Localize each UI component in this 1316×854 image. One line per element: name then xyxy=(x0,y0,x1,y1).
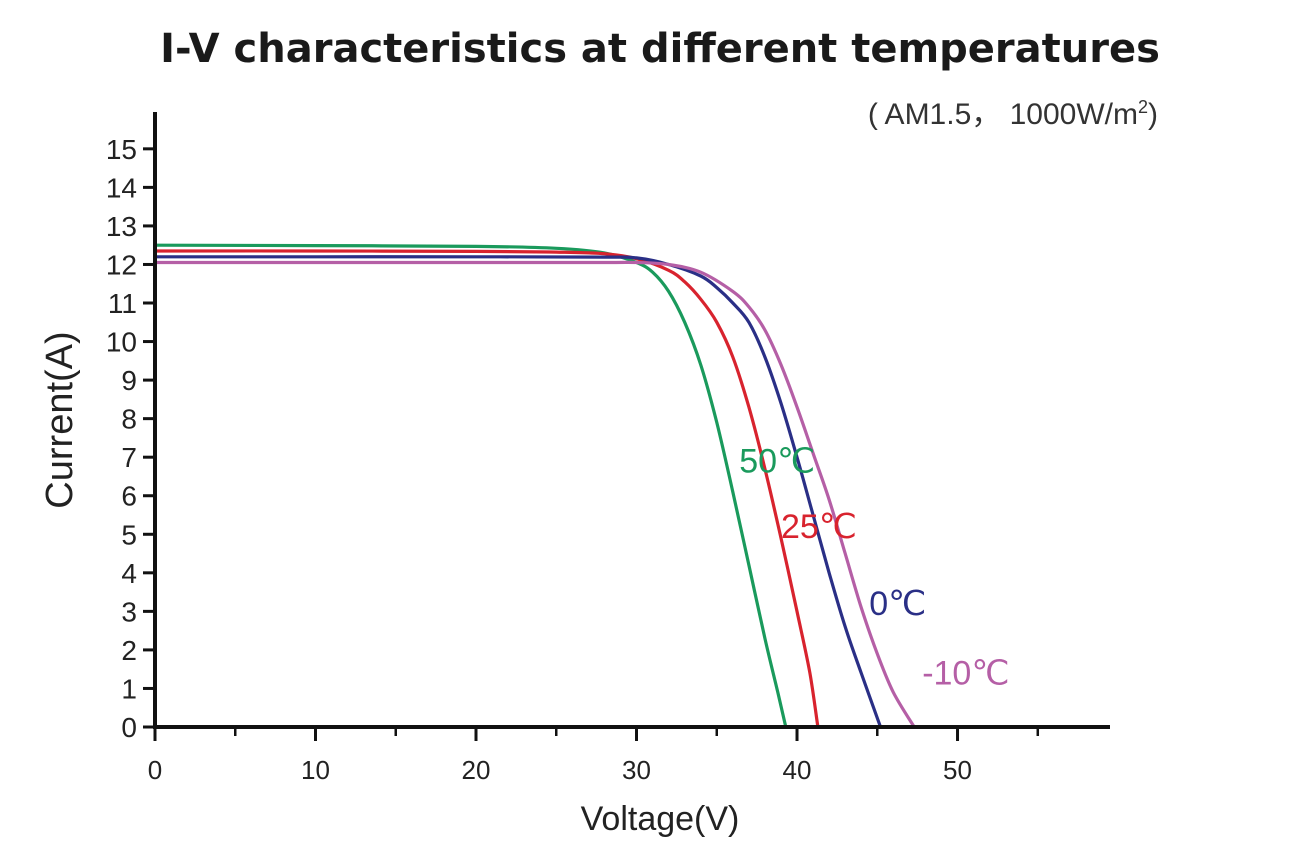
series-line-2 xyxy=(153,249,820,729)
series-label-1: 50℃ xyxy=(739,443,815,481)
y-tick-label-1: 1 xyxy=(121,673,137,704)
y-tick-label-3: 3 xyxy=(121,596,137,627)
series-line-3 xyxy=(153,255,883,729)
y-tick-label-13: 13 xyxy=(106,211,137,242)
x-tick-label-0: 0 xyxy=(148,755,162,785)
y-tick-label-2: 2 xyxy=(121,635,137,666)
x-tick-label-40: 40 xyxy=(783,755,812,785)
series-line-1 xyxy=(153,243,788,729)
y-tick-label-10: 10 xyxy=(106,327,137,358)
series-label-4: -10℃ xyxy=(922,655,1009,693)
x-tick-label-20: 20 xyxy=(462,755,491,785)
subtitle-main: ( AM1.5， 1000W/m xyxy=(868,98,1138,131)
series-line-4 xyxy=(153,260,916,729)
plot-area: 0 10 20 30 40 50012345678910111213141550℃25℃0… xyxy=(106,112,1110,785)
y-tick-label-0: 0 xyxy=(121,712,137,743)
y-tick-label-4: 4 xyxy=(121,558,137,589)
y-tick-label-9: 9 xyxy=(121,365,137,396)
y-tick-label-6: 6 xyxy=(121,481,137,512)
y-tick-label-7: 7 xyxy=(121,442,137,473)
y-tick-label-14: 14 xyxy=(106,172,137,203)
y-axis-label: Current(A) xyxy=(39,331,81,508)
x-axis-label: Voltage(V) xyxy=(581,800,740,838)
chart-title: I-V characteristics at different tempera… xyxy=(160,26,1160,72)
y-tick-label-12: 12 xyxy=(106,249,137,280)
y-tick-label-5: 5 xyxy=(121,519,137,550)
subtitle-superscript: 2 xyxy=(1138,97,1148,117)
y-tick-label-15: 15 xyxy=(106,134,137,165)
x-tick-label-30: 30 xyxy=(622,755,651,785)
chart-subtitle: ( AM1.5， 1000W/m2) xyxy=(868,97,1158,131)
subtitle-closing: ) xyxy=(1148,98,1158,131)
x-tick-label-50: 50 xyxy=(943,755,972,785)
y-tick-label-11: 11 xyxy=(108,288,137,319)
y-tick-label-8: 8 xyxy=(121,404,137,435)
series-label-3: 0℃ xyxy=(869,585,926,623)
series-label-2: 25℃ xyxy=(781,508,857,546)
x-tick-label-10: 10 xyxy=(301,755,330,785)
